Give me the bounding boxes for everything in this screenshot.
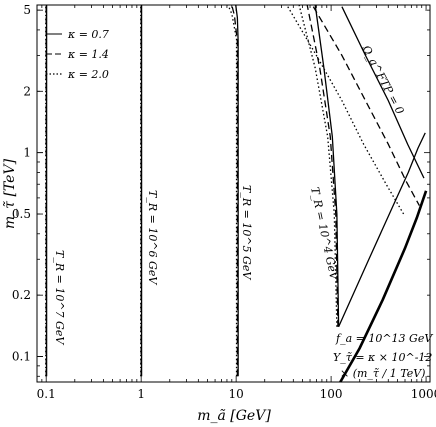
series-line-8 [227,4,238,377]
y-tick-label: 2 [23,84,31,98]
series-line-13 [341,6,425,179]
y-axis-title: m_τ̃ [TeV] [2,158,18,229]
legend: κ = 0.7 κ = 1.4 κ = 2.0 [46,28,109,81]
y-tick-label: 0.2 [12,288,31,302]
x-axis-title: m_ã [GeV] [197,408,271,424]
series-line-15 [287,6,405,215]
x-tick-label: 1 [137,387,145,401]
x-tick-label: 0.1 [37,387,56,401]
x-tick-label: 100 [320,387,343,401]
series-line-14 [312,6,420,206]
x-tick-label: 10 [228,387,243,401]
annotation-ytau-1: Y_τ̃ = κ × 10^-12 [333,351,432,364]
annotation-fa: f_a = 10^13 GeV [335,332,433,345]
series-line-7 [231,4,239,377]
plot-frame [36,4,431,383]
y-tick-label: 1 [23,146,31,160]
series-line-16 [339,190,428,383]
y-tick-label: 0.5 [12,207,31,221]
annotation-tr7: T_R = 10^7 GeV [53,250,66,345]
series-line-6 [235,4,239,377]
series-line-9 [314,4,340,327]
annotation-tr6: T_R = 10^6 GeV [146,190,159,285]
annotation-tr5: T_R = 10^5 GeV [240,185,253,280]
legend-label-1: κ = 0.7 [67,28,109,41]
series-line-10 [306,4,339,327]
legend-label-3: κ = 2.0 [67,68,109,81]
annotation-ytau-2: × (m_τ̃ / 1 TeV) [340,367,425,380]
series-line-12 [338,132,426,328]
plot-lines [45,4,428,383]
legend-label-2: κ = 1.4 [67,48,109,61]
y-tick-label: 5 [23,3,31,17]
y-tick-label: 0.1 [12,350,31,364]
